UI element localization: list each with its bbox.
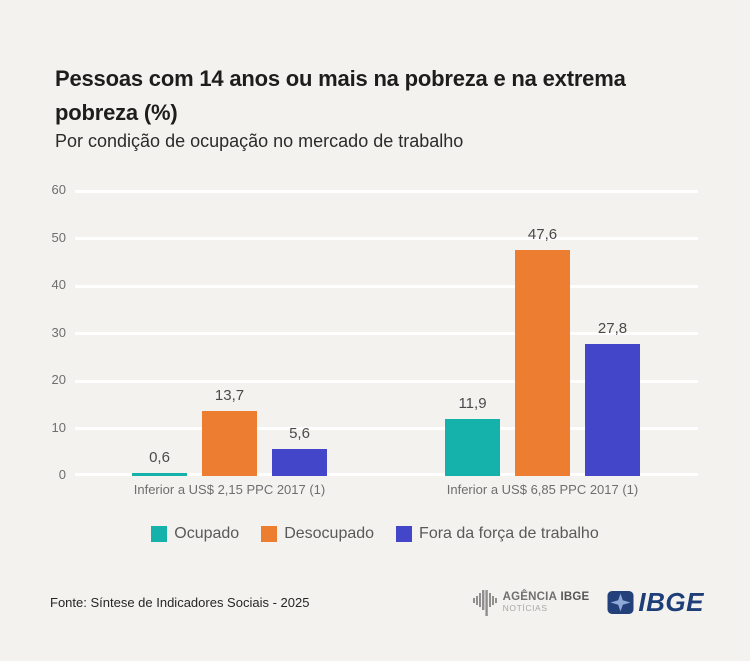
- bar-desocupado-1: [515, 249, 570, 476]
- gridline: [75, 427, 698, 430]
- legend-label: Desocupado: [284, 525, 375, 542]
- bar-value-label: 11,9: [458, 395, 487, 413]
- y-axis-tick-label: 40: [51, 277, 66, 292]
- broadcast-antenna-icon: [472, 590, 497, 616]
- bar-ocupado-1: [445, 419, 500, 476]
- agencia-word: AGÊNCIA: [502, 591, 558, 603]
- footer: Fonte: Síntese de Indicadores Sociais - …: [50, 580, 704, 624]
- bar-ocupado-0: [132, 473, 187, 476]
- agencia-ibge-noticias-wordmark: AGÊNCIA IBGE NOTÍCIAS: [503, 591, 590, 613]
- gridline: [75, 473, 698, 476]
- agencia-ibge-noticias-logo: AGÊNCIA IBGE NOTÍCIAS: [472, 587, 590, 617]
- legend-label: Fora da força de trabalho: [419, 525, 599, 542]
- legend-swatch: [261, 526, 278, 542]
- legend-item: Ocupado: [151, 525, 239, 543]
- legend-item: Fora da força de trabalho: [396, 525, 599, 543]
- y-axis-tick-label: 30: [51, 324, 66, 340]
- bar-fora-da-for-a-de-trabalho-0: [272, 449, 327, 476]
- y-axis-tick-label: 0: [58, 467, 66, 482]
- ibge-logo: IBGE: [607, 587, 704, 618]
- y-axis-tick-label: 60: [51, 182, 66, 197]
- ibge-wordmark: IBGE: [638, 586, 704, 617]
- bar-chart-plot-area: 0,6 13,7 5,6 11,9 47,6 27,8: [75, 189, 698, 476]
- footer-logos: AGÊNCIA IBGE NOTÍCIAS IBGE: [472, 587, 704, 618]
- agencia-ibge-word: IBGE: [560, 591, 590, 603]
- bar-desocupado-0: [202, 410, 257, 476]
- bar-value-label: 0,6: [149, 449, 170, 467]
- bar-value-label: 5,6: [289, 425, 310, 443]
- chart-legend: Ocupado Desocupado Fora da força de trabal…: [0, 525, 750, 543]
- x-axis-category-label: Inferior a US$ 2,15 PPC 2017 (1): [133, 482, 326, 497]
- bar-value-label: 13,7: [214, 386, 245, 404]
- gridline: [75, 189, 698, 193]
- y-axis-tick-label: 10: [51, 419, 66, 435]
- ibge-compass-star-icon: [607, 590, 634, 614]
- y-axis-tick-label: 20: [51, 372, 66, 387]
- x-axis-category-label: Inferior a US$ 6,85 PPC 2017 (1): [446, 482, 639, 497]
- legend-label: Ocupado: [174, 525, 240, 542]
- gridline: [75, 284, 698, 288]
- noticias-word: NOTÍCIAS: [502, 602, 548, 613]
- gridline: [75, 332, 698, 335]
- bar-value-label: 27,8: [597, 319, 628, 337]
- legend-item: Desocupado: [261, 525, 374, 543]
- chart-title: Pessoas com 14 anos ou mais na pobreza e…: [55, 65, 626, 125]
- chart-subtitle: Por condição de ocupação no mercado de t…: [55, 131, 464, 151]
- bar-fora-da-for-a-de-trabalho-1: [585, 343, 640, 476]
- gridline: [75, 379, 698, 383]
- legend-swatch: [151, 526, 168, 542]
- y-axis-tick-label: 50: [51, 229, 66, 245]
- legend-swatch: [396, 526, 413, 542]
- source-note: Fonte: Síntese de Indicadores Sociais - …: [50, 594, 310, 610]
- bar-value-label: 47,6: [527, 225, 558, 243]
- gridline: [75, 237, 698, 240]
